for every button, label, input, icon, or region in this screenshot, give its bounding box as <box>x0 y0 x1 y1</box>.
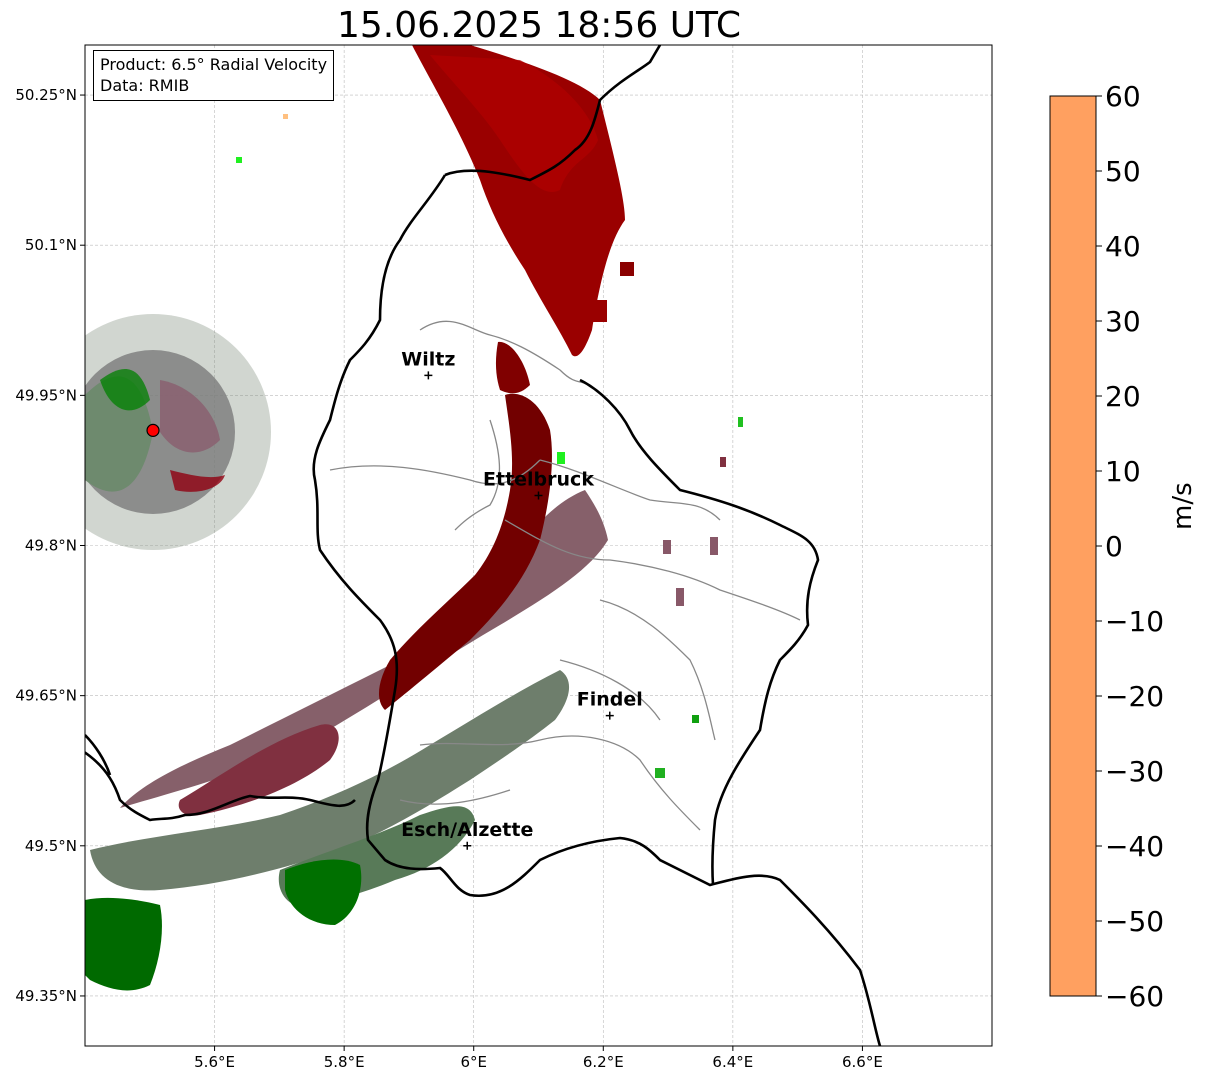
colorbar-tick-label: −10 <box>1105 605 1164 638</box>
city-label: Findel <box>577 689 643 711</box>
colorbar-tick-label: −30 <box>1105 755 1164 788</box>
echo-band-outbound-north <box>495 341 530 394</box>
colorbar-tick-label: −40 <box>1105 830 1164 863</box>
radar-site-marker <box>146 423 160 437</box>
country-border <box>85 45 882 1046</box>
city-label: Esch/Alzette <box>401 819 533 841</box>
lat-tick-label: 49.95°N <box>15 386 77 404</box>
lon-tick-label: 6.2°E <box>583 1053 624 1071</box>
map-title: 15.06.2025 18:56 UTC <box>336 5 742 46</box>
echo-speck <box>283 114 288 119</box>
colorbar-tick-label: −60 <box>1105 980 1164 1013</box>
radar-clutter-green <box>100 368 150 411</box>
echo-speck <box>692 715 699 723</box>
lat-tick-label: 50.1°N <box>25 236 77 254</box>
echo-speck <box>557 452 565 464</box>
radar-clutter-red <box>170 470 225 492</box>
echo-band-outbound <box>378 393 552 710</box>
echo-speck <box>620 262 634 276</box>
echo-speck <box>585 300 607 322</box>
lat-tick-label: 49.8°N <box>25 537 77 555</box>
colorbar-tick-label: −50 <box>1105 905 1164 938</box>
echo-speck <box>738 417 743 427</box>
colorbar-tick-label: 20 <box>1105 380 1141 413</box>
lon-tick-label: 6.6°E <box>842 1053 883 1071</box>
echo-band-outer-pink <box>120 490 608 808</box>
colorbar-tick-label: 10 <box>1105 455 1141 488</box>
colorbar-tick-label: 50 <box>1105 155 1141 188</box>
city-markers: Wiltz Ettelbruck Findel Esch/Alzette <box>401 348 643 850</box>
lon-tick-label: 6°E <box>460 1053 487 1071</box>
colorbar-ticks: 60 50 40 30 20 10 0 −10 −20 −30 −40 −50 −60 <box>1096 80 1164 1013</box>
lon-tick-label: 5.6°E <box>194 1053 235 1071</box>
city-marker <box>424 371 433 380</box>
echo-sw-inbound-2 <box>285 859 362 925</box>
data-source-line: Data: RMIB <box>100 76 190 95</box>
city-marker <box>463 841 472 850</box>
echo-speck <box>236 157 242 163</box>
echo-speck <box>663 540 671 554</box>
colorbar-unit-label: m/s <box>1168 482 1198 530</box>
radar-echoes <box>85 45 743 991</box>
echo-speck <box>710 537 718 555</box>
product-line: Product: 6.5° Radial Velocity <box>100 55 328 74</box>
city-marker <box>605 711 614 720</box>
lat-tick-label: 50.25°N <box>15 86 77 104</box>
colorbar <box>1049 95 1097 997</box>
echo-sw-red <box>178 724 339 816</box>
echo-speck <box>655 768 665 778</box>
canton-borders <box>329 320 801 831</box>
colorbar-tick-label: 40 <box>1105 230 1141 263</box>
lat-tick-label: 49.65°N <box>15 687 77 705</box>
colorbar-tick-label: 0 <box>1105 530 1123 563</box>
admin-borders <box>85 45 882 1046</box>
city-label: Wiltz <box>401 348 455 370</box>
city-marker <box>534 491 543 500</box>
echo-speck <box>720 457 726 467</box>
lat-tick-label: 49.5°N <box>25 837 77 855</box>
colorbar-tick-label: 60 <box>1105 80 1141 113</box>
lat-tick-label: 49.35°N <box>15 987 77 1005</box>
lon-tick-label: 6.4°E <box>712 1053 753 1071</box>
lon-tick-label: 5.8°E <box>324 1053 365 1071</box>
colorbar-tick-label: −20 <box>1105 680 1164 713</box>
lon-axis: 5.6°E 5.8°E 6°E 6.2°E 6.4°E 6.6°E <box>194 1046 883 1071</box>
echo-north-inbound-core <box>430 55 598 192</box>
product-info-box: Product: 6.5° Radial Velocity Data: RMIB <box>93 50 335 101</box>
city-label: Ettelbruck <box>483 468 594 490</box>
colorbar-tick-label: 30 <box>1105 305 1141 338</box>
echo-sw-inbound <box>85 897 162 991</box>
echo-speck <box>676 588 684 606</box>
echo-band-grey-green <box>90 670 570 891</box>
radar-clutter-pink <box>160 380 220 453</box>
lat-axis: 50.25°N 50.1°N 49.95°N 49.8°N 49.65°N 49.5°N 4… <box>15 86 85 1005</box>
